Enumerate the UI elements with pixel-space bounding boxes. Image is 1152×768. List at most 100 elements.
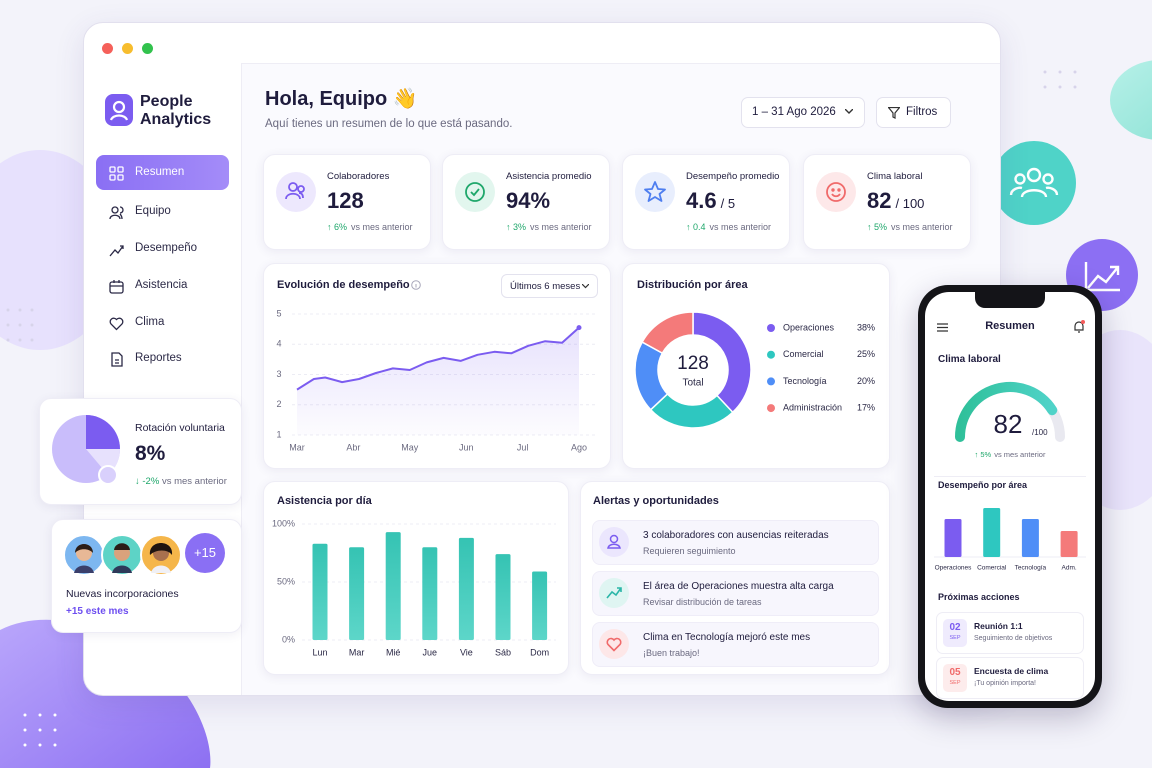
icon-shape [465, 182, 485, 202]
kpi-change-line: ↑ 0.4 vs mes anterior [686, 222, 771, 232]
icon-shape [1014, 173, 1026, 185]
icon-shape [38, 728, 42, 732]
kpi-icon [455, 172, 495, 212]
icon-shape [6, 323, 10, 327]
icon-shape [23, 713, 27, 717]
icon-shape [888, 107, 900, 119]
icon-shape [1073, 70, 1077, 74]
kpi-value-line: 128 [327, 188, 364, 214]
kpi-icon [276, 172, 316, 212]
icon-shape [98, 465, 118, 485]
icon-shape [276, 172, 316, 212]
nav-icon [109, 317, 124, 331]
icon-shape [937, 323, 948, 332]
kpi-value: 82 [867, 188, 892, 213]
rotation-label: Rotación voluntaria [135, 422, 225, 434]
icon-shape [75, 544, 93, 553]
date-badge: 02 SEP [943, 619, 967, 647]
nav-icon [109, 206, 124, 220]
action-month: SEP [949, 635, 961, 641]
filters-button[interactable]: Filtros [876, 97, 951, 128]
icon-shape [816, 172, 856, 212]
phone-screen: Resumen Clima laboral Desempeño por área… [925, 292, 1095, 701]
date-picker[interactable]: 1 – 31 Ago 2026 [741, 97, 865, 128]
date-range: 1 – 31 Ago 2026 [752, 106, 836, 118]
icon-shape [635, 172, 675, 212]
icon-shape [151, 565, 171, 573]
icon-shape [111, 206, 119, 214]
icon-shape [109, 245, 124, 257]
filters-label: Filtros [906, 106, 938, 118]
icon-shape [109, 206, 124, 220]
icon-shape [1074, 321, 1084, 333]
icon-shape [297, 185, 305, 193]
kpi-label: Asistencia promedio [506, 171, 592, 182]
page-title: Hola, Equipo 👋 [265, 88, 418, 110]
period-select[interactable]: Últimos 6 meses [501, 274, 598, 298]
page-subtitle: Aquí tienes un resumen de lo que está pa… [265, 118, 513, 130]
kpi-note: vs mes anterior [891, 222, 953, 232]
action-title: Encuesta de clima [974, 666, 1049, 676]
attendance-card: Asistencia por día [263, 481, 569, 675]
people-badge [992, 141, 1076, 225]
icon-shape [1026, 167, 1042, 183]
kpi-label: Colaboradores [327, 171, 390, 182]
icon-shape [1043, 70, 1047, 74]
icon-shape [411, 280, 421, 290]
period-label: Últimos 6 meses [510, 281, 581, 292]
kpi-icon [635, 172, 675, 212]
icon-shape [105, 94, 133, 126]
section-title: Próximas acciones [938, 592, 1020, 602]
date-badge: 05 SEP [943, 664, 967, 692]
icon-shape [111, 352, 123, 367]
icon-shape [607, 534, 621, 549]
icon-shape [455, 172, 495, 212]
icon-shape [1043, 85, 1047, 89]
icon-shape [53, 743, 57, 747]
card-title: Asistencia por día [277, 495, 372, 507]
alert-item: Clima en Tecnología mejoró este mes ¡Buen… [592, 622, 879, 667]
kpi-value: 94% [506, 188, 551, 213]
dot-grid [6, 70, 1077, 747]
rotation-change: ↓ -2% [135, 476, 160, 487]
icon-shape [607, 543, 621, 549]
icon-shape [1020, 189, 1048, 198]
icon-shape [831, 188, 835, 192]
alert-title: Clima en Tecnología mejoró este mes [643, 632, 811, 643]
icon-shape [38, 743, 42, 747]
icon-shape [298, 192, 304, 199]
kpi-change: ↑ 0.4 [686, 222, 706, 232]
kpi-note: vs mes anterior [530, 222, 592, 232]
icon-shape [30, 323, 34, 327]
kpi-suffix: / 5 [720, 196, 736, 211]
alert-item: El área de Operaciones muestra alta carg… [592, 571, 879, 616]
icon-shape [109, 280, 124, 294]
menu-icon [937, 323, 948, 332]
kpi-value: 4.6 [686, 188, 717, 213]
bell-icon [1074, 320, 1085, 333]
kpi-label: Desempeño promedio [686, 171, 780, 182]
card-title: Alertas y oportunidades [593, 495, 719, 507]
distribution-card: Distribución por área [622, 263, 890, 469]
people-icon [1009, 167, 1059, 198]
kpi-icon [816, 172, 856, 212]
icon-shape [18, 338, 22, 342]
kpi-change-line: ↑ 5% vs mes anterior [867, 222, 953, 232]
kpi-value-line: 82/ 100 [867, 188, 924, 214]
kpi-change-line: ↑ 6% vs mes anterior [327, 222, 413, 232]
brand-name: People Analytics [140, 93, 212, 128]
rotation-change-line: ↓ -2% vs mes anterior [135, 476, 227, 487]
kpi-suffix: / 100 [895, 196, 925, 211]
icon-shape [110, 280, 123, 287]
phone-title: Resumen [985, 320, 1035, 332]
alert-title: 3 colaboradores con ausencias reiteradas [643, 530, 829, 541]
action-subtitle: Seguimiento de objetivos [974, 635, 1053, 642]
icon-shape [23, 743, 27, 747]
icon-shape [109, 174, 116, 181]
kpi-card: Desempeño promedio 4.6/ 5 ↑ 0.4 vs mes ante… [622, 154, 790, 250]
new-hires-label: Nuevas incorporaciones [66, 588, 179, 600]
icon-shape [599, 629, 629, 659]
alert-title: El área de Operaciones muestra alta carg… [643, 581, 834, 592]
icon-shape [18, 323, 22, 327]
